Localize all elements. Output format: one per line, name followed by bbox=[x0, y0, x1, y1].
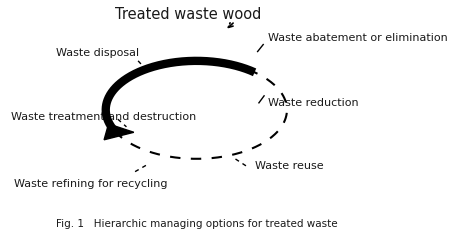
Text: Treated waste wood: Treated waste wood bbox=[115, 7, 261, 22]
Text: Waste disposal: Waste disposal bbox=[55, 48, 139, 58]
Text: Fig. 1   Hierarchic managing options for treated waste: Fig. 1 Hierarchic managing options for t… bbox=[55, 219, 337, 229]
Text: Waste reuse: Waste reuse bbox=[255, 161, 323, 171]
Text: Waste refining for recycling: Waste refining for recycling bbox=[14, 179, 167, 190]
Text: Waste abatement or elimination: Waste abatement or elimination bbox=[267, 33, 447, 42]
Polygon shape bbox=[104, 124, 134, 140]
Text: Waste reduction: Waste reduction bbox=[267, 98, 358, 108]
Text: Waste treatment and destruction: Waste treatment and destruction bbox=[11, 112, 196, 122]
